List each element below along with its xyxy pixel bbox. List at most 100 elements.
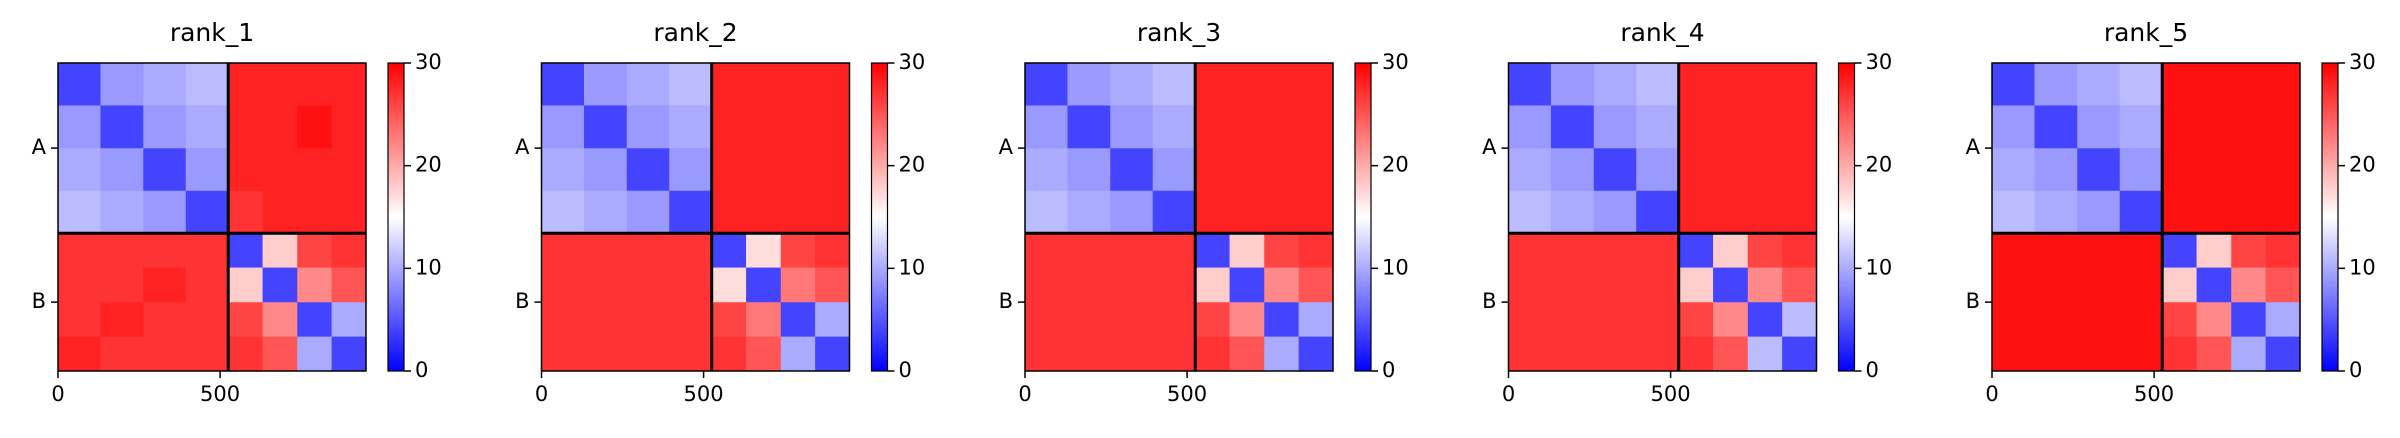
heatmap-cell: [2265, 233, 2301, 269]
heatmap-cell: [2119, 336, 2163, 372]
heatmap-cell: [1782, 336, 1817, 372]
heatmap-cell: [228, 190, 264, 234]
heatmap-cell: [1508, 336, 1552, 372]
heatmap-cell: [58, 336, 101, 372]
heatmap-cell: [1636, 302, 1680, 338]
colorbar-tick-label: 30: [2349, 50, 2376, 74]
heatmap-cell: [1110, 302, 1154, 338]
heatmap-cell: [746, 233, 782, 269]
heatmap-cell: [1992, 267, 2035, 303]
heatmap-cell: [583, 336, 628, 372]
heatmap-cell: [1067, 336, 1111, 372]
heatmap-cell: [297, 267, 333, 303]
heatmap-cell: [1992, 105, 2035, 149]
heatmap-cell: [1195, 233, 1231, 269]
x-tick-label: 500: [200, 382, 240, 406]
heatmap-cell: [1229, 148, 1265, 192]
heatmap-cell: [1747, 148, 1783, 192]
heatmap-cell: [2119, 233, 2163, 269]
heatmap-cell: [1713, 63, 1749, 106]
colorbar-tick-label: 20: [899, 153, 926, 177]
heatmap-cell: [1025, 148, 1068, 192]
heatmap-cell: [58, 63, 101, 106]
heatmap-cell: [746, 336, 782, 372]
heatmap-cell: [2077, 148, 2121, 192]
heatmap-cell: [1992, 336, 2035, 372]
plot-frame: [1024, 62, 1334, 372]
heatmap-cell: [1264, 148, 1300, 192]
colorbar-tick-label: 10: [415, 255, 442, 279]
heatmap-cell: [1992, 63, 2035, 106]
heatmap-cell: [2196, 267, 2232, 303]
heatmap-cell: [185, 63, 229, 106]
heatmap-cell: [185, 233, 229, 269]
heatmap-cell: [1593, 336, 1637, 372]
heatmap-cell: [2034, 105, 2078, 149]
heatmap-cell: [815, 63, 850, 106]
heatmap-cell: [1110, 63, 1154, 106]
heatmap-cell: [1264, 336, 1300, 372]
heatmap-cell: [1152, 233, 1196, 269]
heatmap-cell: [1229, 63, 1265, 106]
heatmap-cell: [228, 63, 264, 106]
heatmap-cell: [1067, 233, 1111, 269]
heatmap-cell: [1713, 336, 1749, 372]
colorbar: [387, 62, 405, 372]
heatmap-cell: [1550, 233, 1595, 269]
heatmap-cell: [1025, 336, 1068, 372]
heatmap-cell: [1025, 105, 1068, 149]
heatmap-cell: [711, 190, 747, 234]
colorbar: [2321, 62, 2339, 372]
heatmap-cell: [1747, 190, 1783, 234]
heatmap-cell: [1636, 336, 1680, 372]
heatmap-cell: [1025, 233, 1068, 269]
colorbar-tick-label: 30: [1382, 50, 1409, 74]
plot-frame: [57, 62, 367, 372]
heatmap-cell: [100, 190, 144, 234]
heatmap-cell: [1678, 302, 1714, 338]
heatmap-cell: [331, 105, 367, 149]
heatmap-cell: [1713, 105, 1749, 149]
heatmap-cell: [262, 302, 298, 338]
heatmap-cell: [1298, 336, 1334, 372]
heatmap-cell: [1747, 63, 1783, 106]
heatmap-cell: [100, 336, 144, 372]
heatmap-cell: [2196, 233, 2232, 269]
heatmap-cell: [1110, 148, 1154, 192]
heatmap-cell: [541, 148, 585, 192]
colorbar-tick-label: 20: [415, 153, 442, 177]
heatmap-cell: [1067, 267, 1111, 303]
heatmap-cell: [1678, 105, 1714, 149]
heatmap-cell: [2162, 302, 2198, 338]
heatmap-cell: [2162, 267, 2198, 303]
heatmap-cell: [1298, 105, 1334, 149]
colorbar-tick-label: 0: [1866, 358, 1879, 382]
heatmap-cell: [1195, 148, 1231, 192]
heatmap-cell: [815, 148, 850, 192]
heatmap-cell: [541, 63, 585, 106]
heatmap-cell: [100, 267, 144, 303]
heatmap-cell: [58, 302, 101, 338]
heatmap-cell: [331, 302, 367, 338]
heatmap-cell: [297, 105, 333, 149]
x-tick-label: 0: [535, 382, 548, 406]
heatmap-cell: [2196, 190, 2232, 234]
heatmap-cell: [2077, 336, 2121, 372]
heatmap-cell: [711, 148, 747, 192]
heatmap-cell: [143, 63, 187, 106]
heatmap-cell: [1264, 63, 1300, 106]
colorbar-tick-label: 20: [1866, 153, 1893, 177]
heatmap-cell: [1678, 267, 1714, 303]
heatmap-cell: [1678, 148, 1714, 192]
heatmap-cell: [711, 336, 747, 372]
heatmap-cell: [1508, 233, 1552, 269]
heatmap-cell: [780, 336, 816, 372]
heatmap-cell: [100, 148, 144, 192]
heatmap-cell: [1992, 302, 2035, 338]
heatmap-cell: [2231, 190, 2267, 234]
x-tick-label: 0: [51, 382, 64, 406]
heatmap-cell: [2231, 336, 2267, 372]
heatmap-cell: [2119, 148, 2163, 192]
